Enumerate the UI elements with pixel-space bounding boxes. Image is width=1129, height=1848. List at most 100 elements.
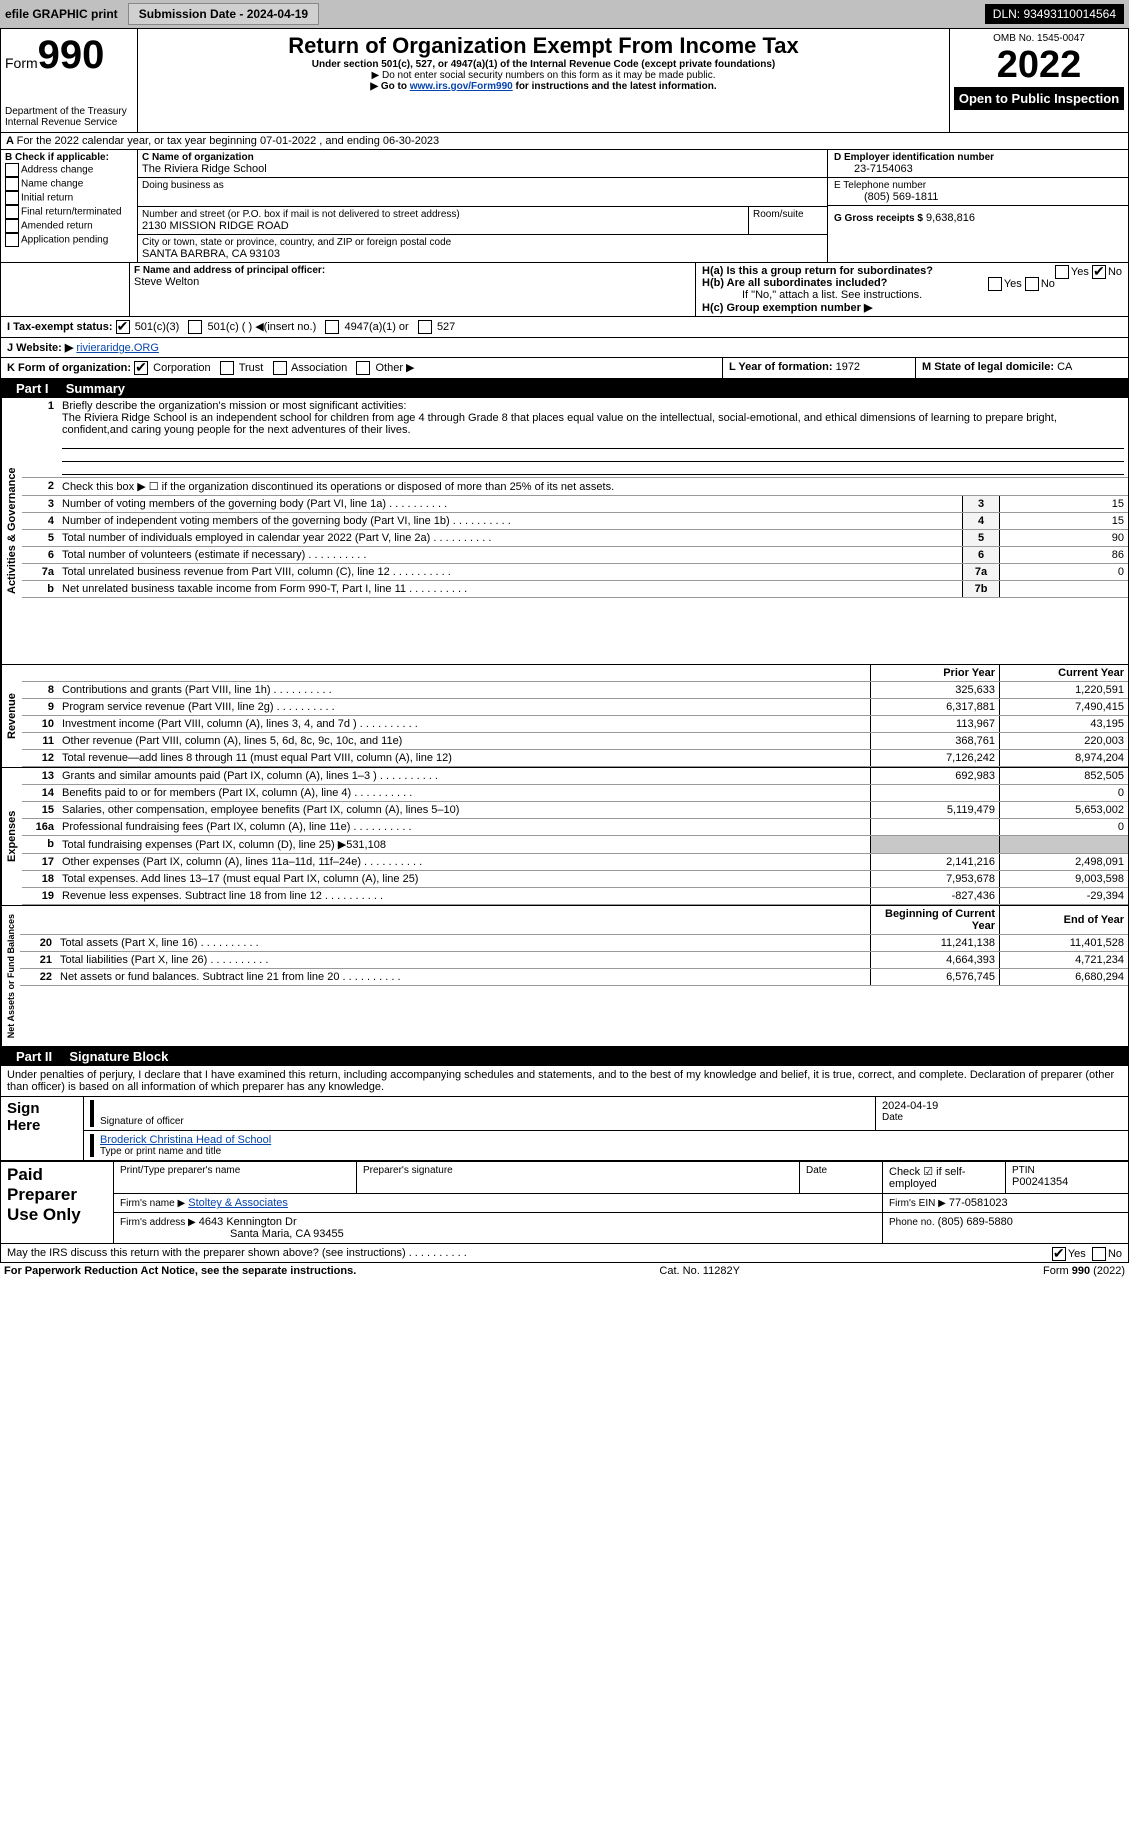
chk-assoc[interactable]: Association (291, 362, 347, 374)
l16a-prior (871, 819, 1000, 836)
line-a: A For the 2022 calendar year, or tax yea… (0, 133, 1129, 150)
chk-corp[interactable]: Corporation (153, 362, 210, 374)
self-employed-chk[interactable]: Check ☑ if self-employed (883, 1162, 1006, 1194)
l19-current: -29,394 (1000, 888, 1129, 905)
l19-prior: -827,436 (871, 888, 1000, 905)
date-label: Date (882, 1112, 1122, 1123)
penalty-text: Under penalties of perjury, I declare th… (0, 1066, 1129, 1097)
chk-trust[interactable]: Trust (239, 362, 264, 374)
may-irs-yes[interactable]: Yes (1068, 1248, 1086, 1260)
firm-name-link[interactable]: Stoltey & Associates (188, 1197, 288, 1209)
activities-governance: Activities & Governance 1Briefly describ… (0, 398, 1129, 665)
sign-here-label: Sign Here (1, 1097, 84, 1161)
prior-year-hdr: Prior Year (871, 665, 1000, 682)
l15-prior: 5,119,479 (871, 802, 1000, 819)
irs-link[interactable]: www.irs.gov/Form990 (410, 81, 513, 92)
chk-application-pending[interactable]: Application pending (21, 235, 108, 246)
open-to-public: Open to Public Inspection (954, 87, 1124, 110)
l15-current: 5,653,002 (1000, 802, 1129, 819)
goto-post: for instructions and the latest informat… (513, 81, 717, 92)
l21-prior: 4,664,393 (871, 952, 1000, 969)
chk-initial-return[interactable]: Initial return (21, 193, 73, 204)
chk-501c3[interactable]: 501(c)(3) (135, 321, 180, 333)
l14-prior (871, 785, 1000, 802)
ha-no[interactable]: No (1108, 266, 1122, 278)
street-address: 2130 MISSION RIDGE ROAD (142, 220, 744, 232)
chk-final-return[interactable]: Final return/terminated (21, 207, 122, 218)
form-number: 990 (38, 33, 105, 77)
g-label: G Gross receipts $ (834, 213, 923, 224)
l5-value: 90 (1000, 530, 1129, 547)
chk-501c[interactable]: 501(c) ( ) ◀(insert no.) (208, 321, 317, 333)
cat-no: Cat. No. 11282Y (659, 1265, 740, 1277)
d-label: D Employer identification number (834, 152, 1122, 163)
l3-value: 15 (1000, 496, 1129, 513)
l4-label: Number of independent voting members of … (58, 513, 963, 530)
tab-activities: Activities & Governance (1, 398, 22, 664)
pra-notice: For Paperwork Reduction Act Notice, see … (4, 1265, 356, 1277)
chk-4947[interactable]: 4947(a)(1) or (345, 321, 409, 333)
chk-other[interactable]: Other ▶ (375, 362, 414, 374)
f-label: F Name and address of principal officer: (134, 265, 691, 276)
may-irs-row: May the IRS discuss this return with the… (0, 1244, 1129, 1263)
form-word: Form (5, 55, 38, 71)
ptin-value: P00241354 (1012, 1176, 1122, 1188)
city-label: City or town, state or province, country… (142, 237, 823, 248)
l2-label: Check this box ▶ ☐ if the organization d… (58, 478, 1128, 496)
l9-current: 7,490,415 (1000, 699, 1129, 716)
l8-label: Contributions and grants (Part VIII, lin… (58, 682, 871, 699)
l17-current: 2,498,091 (1000, 854, 1129, 871)
l10-current: 43,195 (1000, 716, 1129, 733)
section-j: J Website: ▶ rivieraridge.ORG (1, 337, 1128, 357)
chk-527[interactable]: 527 (437, 321, 455, 333)
officer-name-link[interactable]: Broderick Christina Head of School (100, 1134, 271, 1146)
hb-no[interactable]: No (1041, 278, 1055, 290)
chk-name-change[interactable]: Name change (21, 179, 83, 190)
l5-label: Total number of individuals employed in … (58, 530, 963, 547)
firm-name-label: Firm's name ▶ (120, 1198, 185, 1209)
submission-date-button[interactable]: Submission Date - 2024-04-19 (128, 3, 319, 25)
part2-name: Signature Block (69, 1049, 168, 1064)
goto-pre: ▶ Go to (370, 81, 409, 92)
l8-prior: 325,633 (871, 682, 1000, 699)
officer-name: Steve Welton (134, 276, 691, 288)
gross-receipts: 9,638,816 (926, 212, 975, 224)
l18-prior: 7,953,678 (871, 871, 1000, 888)
ha-label: H(a) Is this a group return for subordin… (702, 265, 933, 277)
irs-label: Internal Revenue Service (5, 117, 133, 128)
firm-phone-label: Phone no. (889, 1217, 935, 1228)
b-title: B Check if applicable: (5, 152, 133, 163)
website-link[interactable]: rivieraridge.ORG (76, 342, 159, 354)
part1-header: Part I Summary (0, 379, 1129, 398)
entity-block: B Check if applicable: Address change Na… (0, 150, 1129, 379)
l14-current: 0 (1000, 785, 1129, 802)
may-irs-no[interactable]: No (1108, 1248, 1122, 1260)
ha-yes[interactable]: Yes (1071, 266, 1089, 278)
section-k: K Form of organization: Corporation Trus… (1, 358, 723, 378)
i-label: I Tax-exempt status: (7, 321, 113, 333)
l16b-label: Total fundraising expenses (Part IX, col… (58, 836, 871, 854)
c-label: C Name of organization (142, 152, 823, 163)
form-header: Form990 Department of the Treasury Inter… (0, 28, 1129, 133)
l11-current: 220,003 (1000, 733, 1129, 750)
paid-preparer-table: Paid Preparer Use Only Print/Type prepar… (0, 1161, 1129, 1244)
firm-addr-label: Firm's address ▶ (120, 1217, 196, 1228)
l22-prior: 6,576,745 (871, 969, 1000, 986)
hb-yes[interactable]: Yes (1004, 278, 1022, 290)
chk-address-change[interactable]: Address change (21, 165, 93, 176)
prep-sig-label: Preparer's signature (363, 1165, 793, 1176)
ein-value: 23-7154063 (834, 163, 1122, 175)
tax-year: 2022 (954, 44, 1124, 87)
l9-label: Program service revenue (Part VIII, line… (58, 699, 871, 716)
expenses-section: Expenses 13Grants and similar amounts pa… (0, 768, 1129, 906)
l17-prior: 2,141,216 (871, 854, 1000, 871)
toolbar: efile GRAPHIC print Submission Date - 20… (0, 0, 1129, 28)
l18-label: Total expenses. Add lines 13–17 (must eq… (58, 871, 871, 888)
beginning-hdr: Beginning of Current Year (871, 906, 1000, 935)
prep-date-label: Date (806, 1165, 876, 1176)
l4-value: 15 (1000, 513, 1129, 530)
chk-amended-return[interactable]: Amended return (21, 221, 93, 232)
prep-name-label: Print/Type preparer's name (120, 1165, 350, 1176)
h-attach: If "No," attach a list. See instructions… (702, 289, 1122, 301)
form-footer: Form 990 (2022) (1043, 1265, 1125, 1277)
